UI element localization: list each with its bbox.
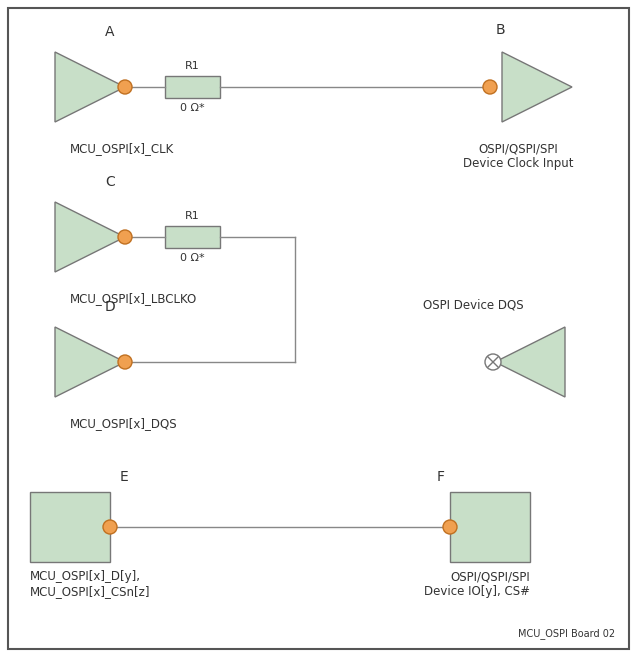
Text: MCU_OSPI[x]_LBCLKO: MCU_OSPI[x]_LBCLKO: [70, 292, 197, 305]
Text: MCU_OSPI[x]_D[y],
MCU_OSPI[x]_CSn[z]: MCU_OSPI[x]_D[y], MCU_OSPI[x]_CSn[z]: [30, 570, 150, 598]
Text: MCU_OSPI[x]_DQS: MCU_OSPI[x]_DQS: [70, 417, 178, 430]
Polygon shape: [55, 202, 125, 272]
Text: MCU_OSPI[x]_CLK: MCU_OSPI[x]_CLK: [70, 142, 175, 155]
Polygon shape: [55, 327, 125, 397]
FancyBboxPatch shape: [165, 76, 220, 98]
Bar: [450, 492, 530, 562]
Text: B: B: [495, 23, 505, 37]
Text: A: A: [105, 25, 115, 39]
Circle shape: [118, 80, 132, 94]
Text: 0 Ω*: 0 Ω*: [180, 103, 205, 113]
Circle shape: [118, 355, 132, 369]
Polygon shape: [55, 52, 125, 122]
Text: OSPI Device DQS: OSPI Device DQS: [423, 299, 524, 312]
Circle shape: [118, 230, 132, 244]
Circle shape: [103, 520, 117, 534]
Circle shape: [485, 354, 501, 370]
Polygon shape: [502, 52, 572, 122]
Text: C: C: [105, 175, 115, 189]
Text: F: F: [437, 470, 445, 484]
Circle shape: [443, 520, 457, 534]
Text: R1: R1: [185, 211, 200, 221]
Text: OSPI/QSPI/SPI
Device Clock Input: OSPI/QSPI/SPI Device Clock Input: [462, 142, 573, 170]
Text: R1: R1: [185, 61, 200, 71]
Text: E: E: [120, 470, 129, 484]
FancyBboxPatch shape: [165, 226, 220, 248]
Bar: [30, 492, 110, 562]
Text: MCU_OSPI Board 02: MCU_OSPI Board 02: [518, 628, 615, 639]
Text: OSPI/QSPI/SPI
Device IO[y], CS#: OSPI/QSPI/SPI Device IO[y], CS#: [424, 570, 530, 598]
Text: 0 Ω*: 0 Ω*: [180, 253, 205, 263]
Circle shape: [483, 80, 497, 94]
Polygon shape: [495, 327, 565, 397]
Text: D: D: [104, 300, 115, 314]
